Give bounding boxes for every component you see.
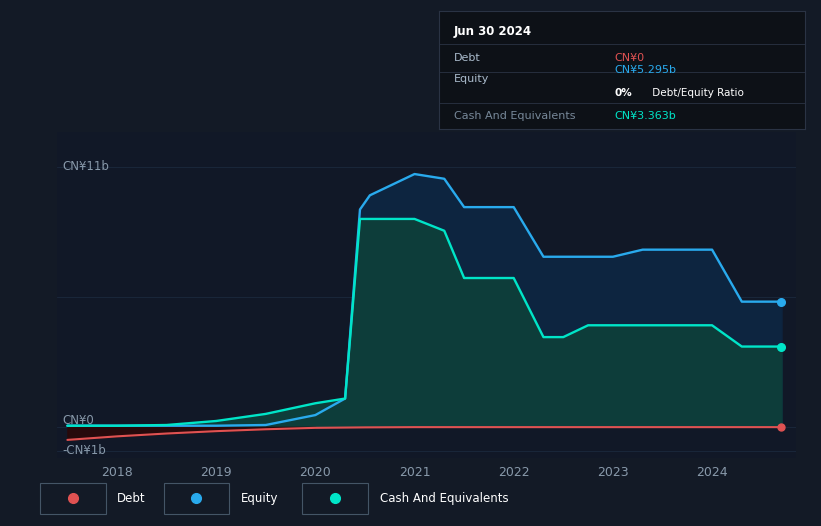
Text: CN¥3.363b: CN¥3.363b xyxy=(615,111,677,121)
FancyBboxPatch shape xyxy=(163,483,229,514)
Text: CN¥5.295b: CN¥5.295b xyxy=(615,65,677,75)
FancyBboxPatch shape xyxy=(302,483,368,514)
Text: CN¥0: CN¥0 xyxy=(615,53,644,63)
Text: Cash And Equivalents: Cash And Equivalents xyxy=(454,111,576,121)
Text: Equity: Equity xyxy=(454,74,489,84)
Text: -CN¥1b: -CN¥1b xyxy=(62,444,106,457)
Text: 0%: 0% xyxy=(615,88,632,98)
Text: Equity: Equity xyxy=(241,492,278,505)
Text: Jun 30 2024: Jun 30 2024 xyxy=(454,25,532,38)
FancyBboxPatch shape xyxy=(40,483,106,514)
Text: Debt: Debt xyxy=(117,492,146,505)
Text: Cash And Equivalents: Cash And Equivalents xyxy=(379,492,508,505)
Text: CN¥11b: CN¥11b xyxy=(62,160,109,174)
Text: Debt/Equity Ratio: Debt/Equity Ratio xyxy=(649,88,744,98)
Text: CN¥0: CN¥0 xyxy=(62,414,94,427)
Text: Debt: Debt xyxy=(454,53,480,63)
